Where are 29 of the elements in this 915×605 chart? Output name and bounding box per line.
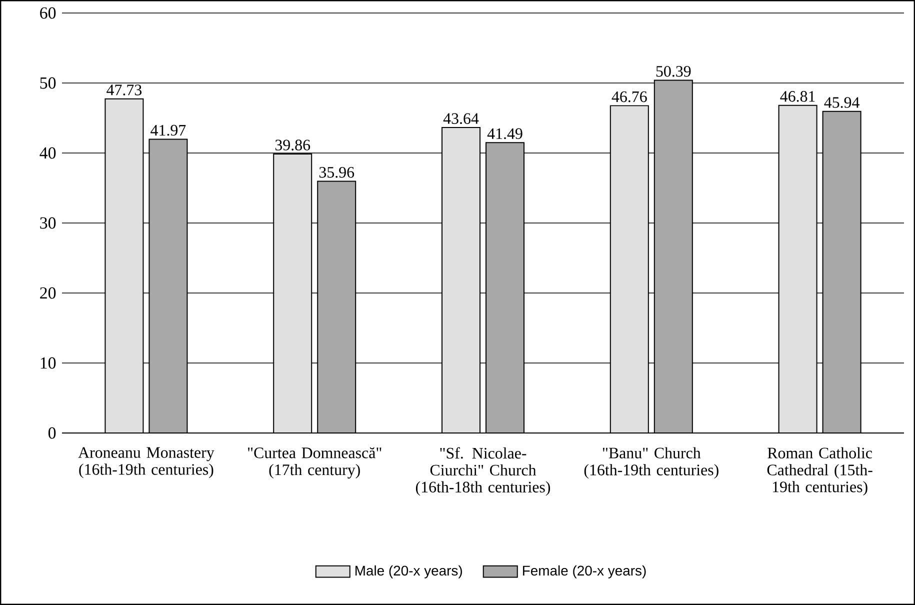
y-tick-label: 40: [40, 147, 56, 159]
data-label: 46.76: [612, 91, 647, 102]
data-label: 35.96: [319, 166, 354, 178]
bar: [486, 142, 524, 433]
y-tick-label: 50: [40, 77, 56, 89]
y-tick-label: 20: [40, 287, 56, 299]
x-tick-label: Aroneanu Monastery (16th-19th centuries): [78, 447, 214, 478]
bar: [318, 181, 356, 433]
x-tick-label: Roman Catholic Cathedral (15th-19th centuries): [767, 447, 872, 496]
data-label: 47.73: [106, 84, 142, 96]
x-tick-label: "Sf. Nicolae-Ciurchi" Church (16th-18th centuries): [416, 447, 550, 496]
legend-label: Male (20-x years): [356, 565, 462, 578]
data-label: 50.39: [656, 66, 691, 77]
y-tick-label: 60: [40, 7, 56, 19]
x-tick-label: "Curtea Domnească" (17th century): [248, 447, 382, 478]
x-tick-label: "Banu" Church (16th-19th centuries): [584, 447, 718, 479]
data-label: 43.64: [443, 113, 479, 124]
y-tick-label: 30: [40, 217, 56, 229]
y-tick-label: 10: [40, 357, 56, 369]
data-label: 46.81: [780, 91, 815, 102]
bar: [149, 139, 188, 433]
bar: [654, 80, 692, 433]
y-tick-label: 0: [48, 427, 56, 439]
bar: [822, 110, 862, 433]
data-label: 41.97: [150, 124, 186, 136]
legend-label: Female (20-x years): [523, 565, 646, 578]
data-label: 39.86: [275, 140, 310, 150]
data-label: 45.94: [824, 97, 860, 108]
data-label: 41.49: [487, 128, 522, 140]
